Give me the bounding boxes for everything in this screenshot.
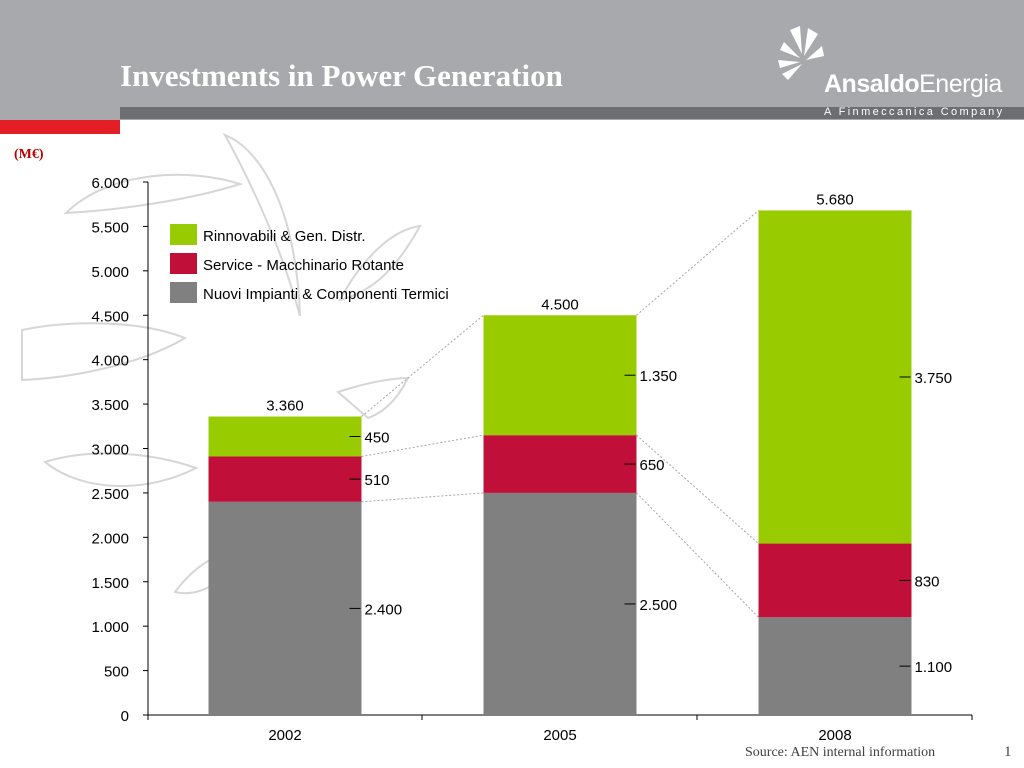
connector-line xyxy=(361,314,484,417)
y-tick-label: 0 xyxy=(121,708,129,725)
legend-swatch xyxy=(170,224,197,245)
bar-segment xyxy=(208,456,362,502)
logo-wordmark: AnsaldoEnergia xyxy=(824,70,1002,98)
y-tick-label: 4.000 xyxy=(91,353,129,370)
source-note: Source: AEN internal information xyxy=(745,745,936,760)
legend-swatch xyxy=(170,282,197,303)
bar-total-label: 3.360 xyxy=(266,398,304,415)
y-tick-label: 2.000 xyxy=(91,530,129,547)
legend-label: Service - Macchinario Rotante xyxy=(203,257,404,274)
x-tick-label: 2008 xyxy=(818,727,851,744)
chart-axes: 0 500 1.000 1.500 2.000 2.500 3.000 3.500 4.000 4… xyxy=(91,175,973,744)
legend-label: Nuovi Impianti & Componenti Termici xyxy=(203,286,449,303)
bar-segment xyxy=(758,543,912,618)
logo-tagline: A Finmeccanica Company xyxy=(824,106,1005,118)
y-tick-label: 1.500 xyxy=(91,575,129,592)
y-tick-label: 5.000 xyxy=(91,264,129,281)
bar-segment xyxy=(483,315,637,436)
x-tick-label: 2002 xyxy=(268,727,301,744)
bar-segment xyxy=(483,435,637,493)
connector-line xyxy=(361,492,484,503)
header-stripe xyxy=(120,107,1024,119)
slide-title: Investments in Power Generation xyxy=(120,58,563,93)
segment-value-label: 3.750 xyxy=(915,370,953,387)
segment-value-label: 1.350 xyxy=(640,368,678,385)
y-tick-label: 3.500 xyxy=(91,397,129,414)
segment-labels: 2.400 510 450 3.360 2.500 650 1.350 4.500 1.100 8… xyxy=(266,191,952,676)
y-tick-label: 500 xyxy=(104,664,129,681)
segment-value-label: 1.100 xyxy=(915,659,953,676)
x-tick-label: 2005 xyxy=(543,727,576,744)
connector-line xyxy=(636,434,759,544)
bar-segment xyxy=(208,501,362,715)
bar-segment xyxy=(758,210,912,544)
chart-legend: Rinnovabili & Gen. Distr. Service - Macch… xyxy=(170,224,449,303)
segment-value-label: 450 xyxy=(365,430,390,447)
y-tick-label: 2.500 xyxy=(91,486,129,503)
y-tick-label: 4.500 xyxy=(91,308,129,325)
logo-rays-icon xyxy=(778,26,824,80)
connector-line xyxy=(636,210,759,316)
segment-value-label: 650 xyxy=(640,457,665,474)
header-band xyxy=(0,0,1024,120)
legend-label: Rinnovabili & Gen. Distr. xyxy=(203,228,366,245)
bar-segment xyxy=(483,492,637,715)
y-tick-label: 6.000 xyxy=(91,175,129,192)
page-number: 1 xyxy=(1004,744,1012,760)
segment-value-label: 2.400 xyxy=(365,601,403,618)
connector-line xyxy=(361,434,484,457)
bar-segment xyxy=(758,617,912,715)
segment-value-label: 2.500 xyxy=(640,597,678,614)
y-tick-label: 3.000 xyxy=(91,442,129,459)
y-tick-label: 5.500 xyxy=(91,219,129,236)
segment-value-label: 830 xyxy=(915,573,940,590)
company-logo: AnsaldoEnergia A Finmeccanica Company xyxy=(776,22,1016,122)
legend-swatch xyxy=(170,253,197,274)
unit-label: (M€) xyxy=(14,147,44,162)
accent-bar xyxy=(0,120,120,134)
bar-connectors xyxy=(361,210,759,618)
bar-segment xyxy=(208,416,362,457)
bar-stacks xyxy=(208,210,912,715)
connector-line xyxy=(636,492,759,618)
segment-value-label: 510 xyxy=(365,472,390,489)
bar-total-label: 4.500 xyxy=(541,296,579,313)
y-tick-label: 1.000 xyxy=(91,619,129,636)
bar-total-label: 5.680 xyxy=(816,191,854,208)
